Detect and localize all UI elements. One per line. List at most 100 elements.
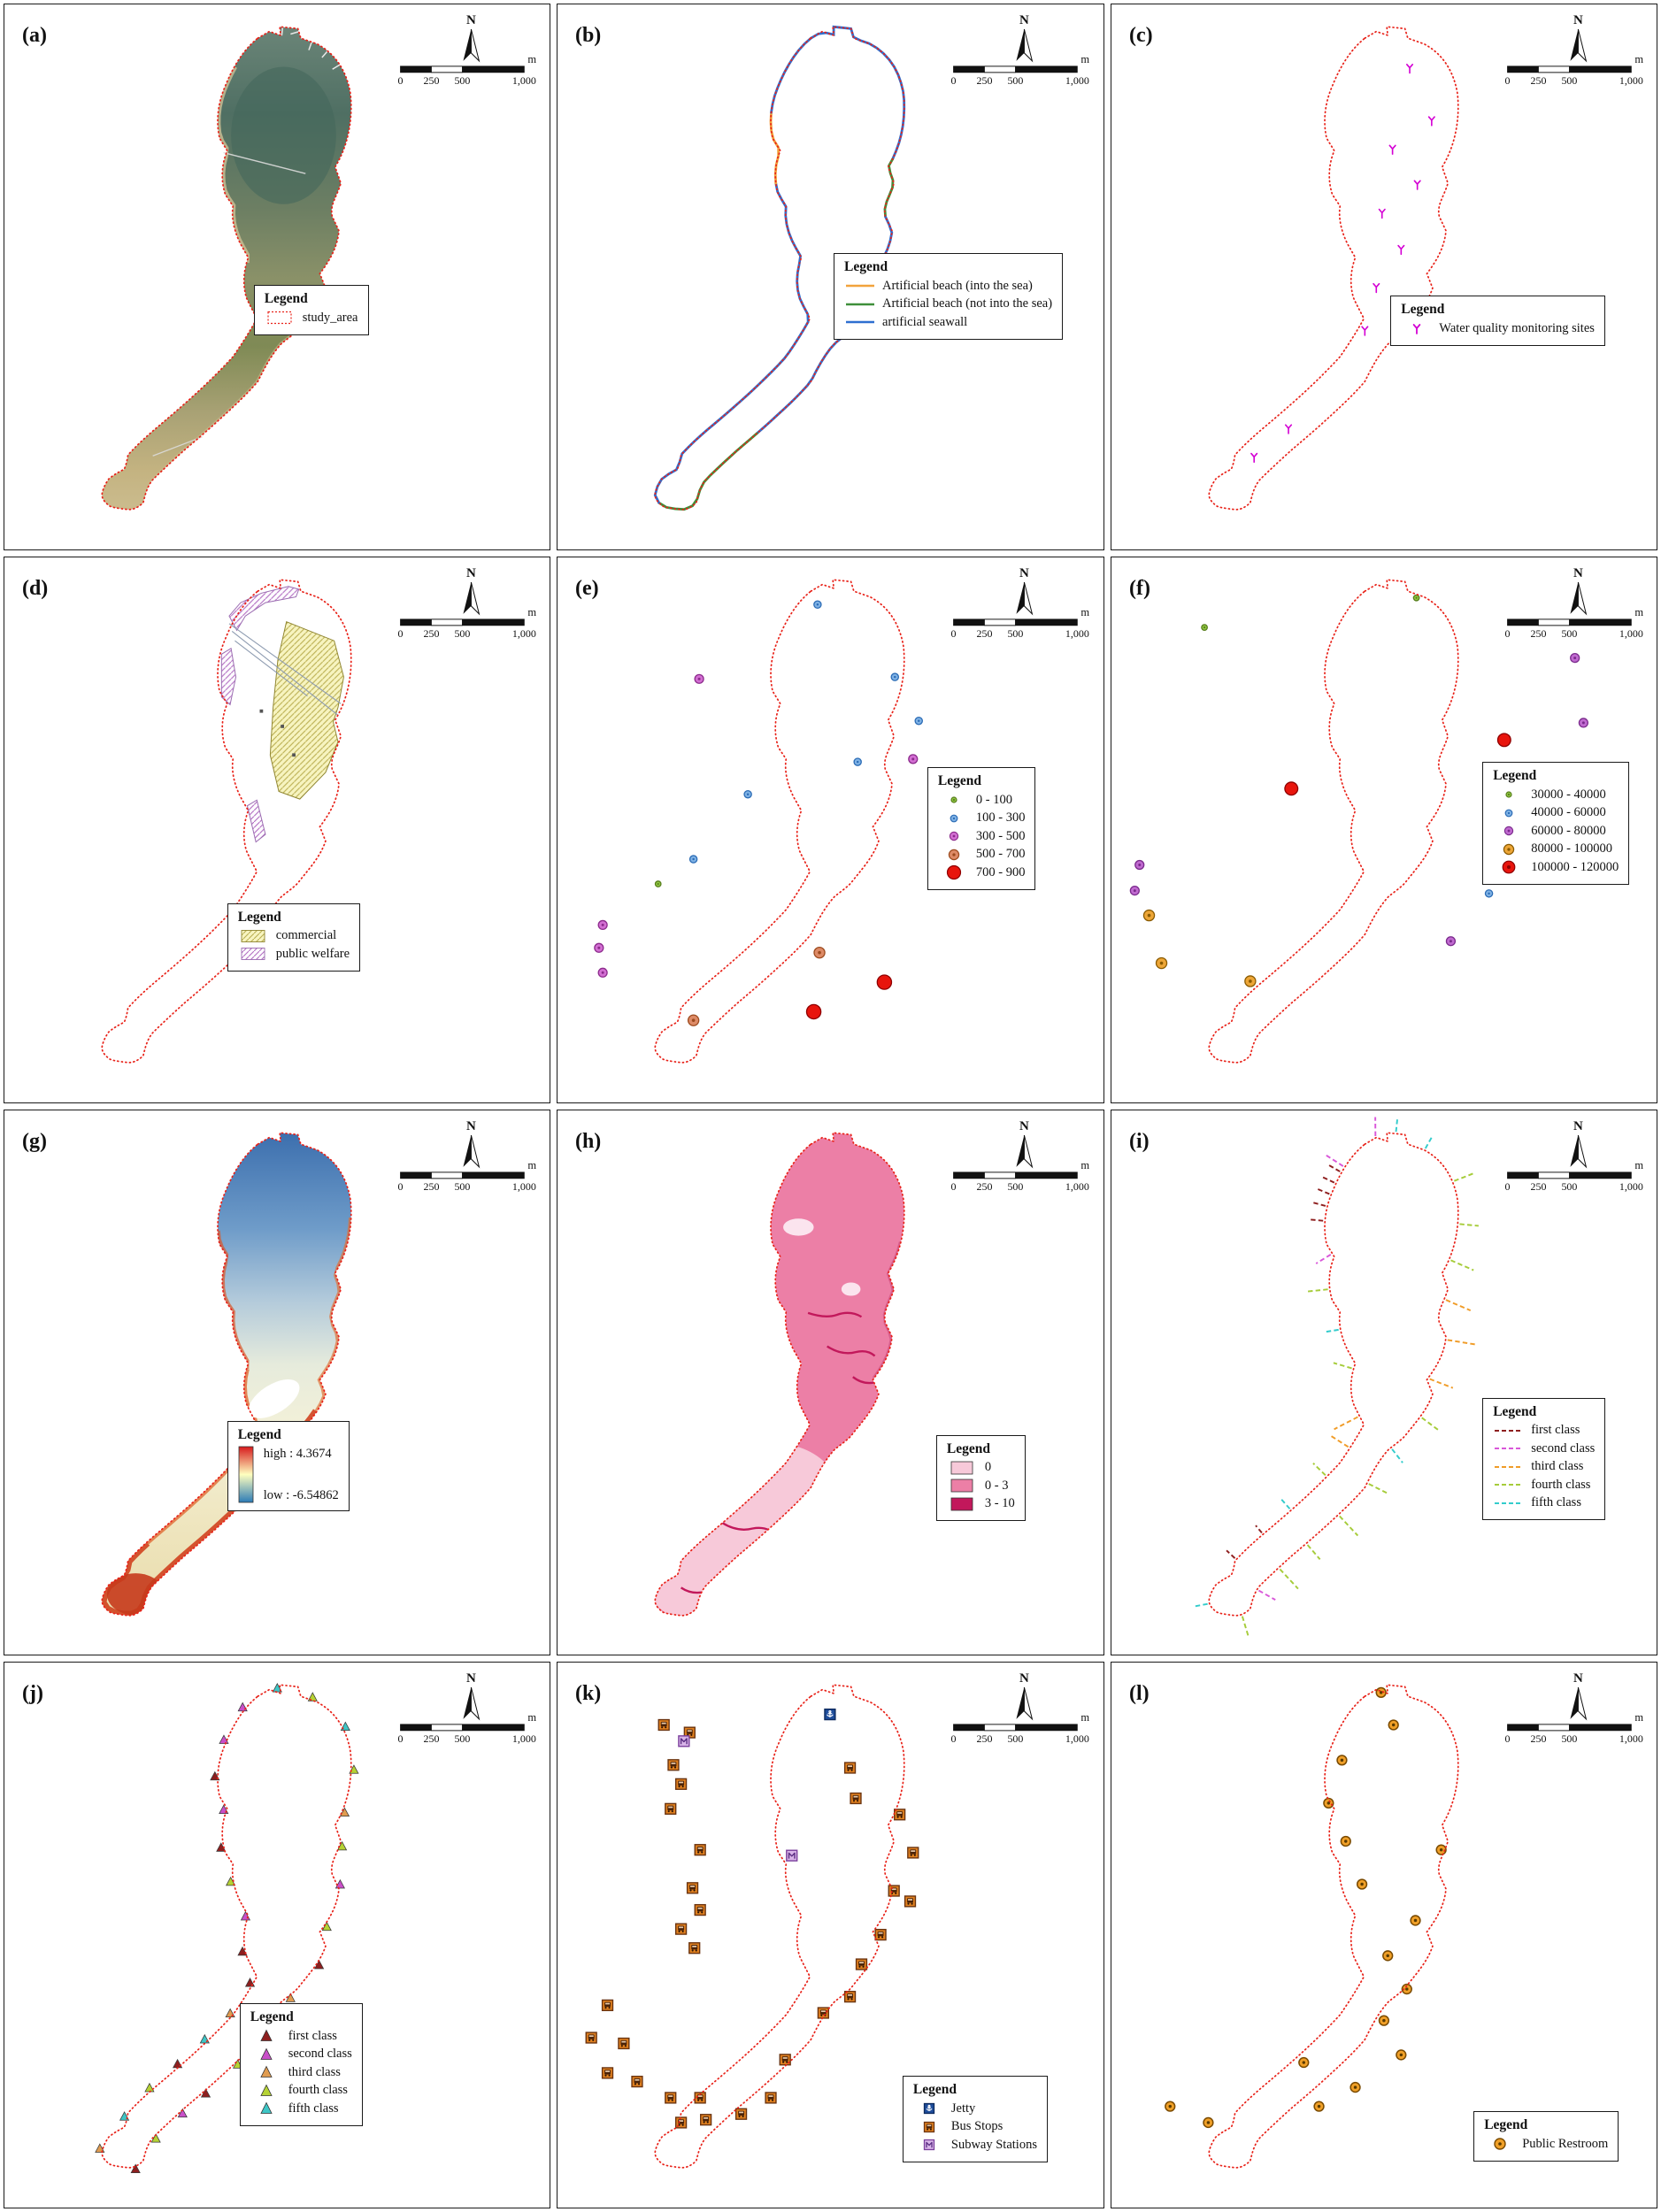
ramp-high-label: high : 4.3674 xyxy=(263,1446,332,1461)
scale-tick: 500 xyxy=(454,1732,470,1745)
jetty-icon xyxy=(913,2101,945,2116)
north-arrow-icon xyxy=(463,1134,481,1168)
legend-title: Legend xyxy=(937,773,981,789)
panel-chrome: N 0 250 500 1,000 m xyxy=(398,1118,537,1192)
map-canvas: N 0 250 500 1,000 m (g) xyxy=(22,1118,537,1617)
legend-item: artificial seawall xyxy=(844,314,1052,330)
triangle-icon xyxy=(250,2047,282,2062)
scale-bar: 0 250 500 1,000 m xyxy=(951,1158,1090,1192)
legend-item-label: 0 xyxy=(984,1460,992,1475)
scale-tick: 250 xyxy=(977,74,993,87)
legend-item: 0 xyxy=(947,1460,1015,1476)
legend-item-label: Artificial beach (not into the sea) xyxy=(881,296,1053,311)
scale-tick: 1,000 xyxy=(1065,74,1089,87)
scale-tick: 500 xyxy=(1561,1732,1577,1745)
scale-unit: m xyxy=(1634,53,1643,65)
legend-item-label: fifth class xyxy=(288,2101,339,2116)
legend-item-label: 100 - 300 xyxy=(975,810,1026,826)
legend-item-label: artificial seawall xyxy=(881,314,968,329)
map-content xyxy=(101,26,352,511)
panel-chrome: N 0 250 500 1,000 m xyxy=(1504,13,1643,87)
study-area-outline xyxy=(654,579,905,1064)
study-area-outline xyxy=(101,579,352,1064)
legend-item-label: commercial xyxy=(275,928,337,943)
map-panel-h: N 0 250 500 1,000 m (h) Legend 0 0 - 3 3 - 10 xyxy=(557,1109,1104,1656)
legend: Legend 0 0 - 3 3 - 10 xyxy=(935,1434,1026,1522)
legend-title: Legend xyxy=(250,2009,294,2025)
legend-item-label: third class xyxy=(1531,1459,1584,1474)
scale-tick: 500 xyxy=(454,74,470,87)
legend-item-label: fourth class xyxy=(288,2083,348,2098)
scale-tick: 0 xyxy=(1504,627,1510,640)
legend-item: Jetty xyxy=(913,2101,1037,2116)
scale-bar: 0 250 500 1,000 m xyxy=(398,1711,537,1745)
legend-item: first class xyxy=(250,2028,352,2044)
legend-item-label: public welfare xyxy=(275,946,350,961)
scale-tick: 500 xyxy=(1008,1179,1024,1192)
dot-icon xyxy=(938,864,970,880)
legend-item-label: first class xyxy=(1531,1423,1580,1438)
legend-title: Legend xyxy=(237,909,281,925)
triangle-icon xyxy=(250,2064,282,2080)
legend-item: study_area xyxy=(265,310,358,326)
panel-label: (l) xyxy=(1129,1682,1150,1705)
legend-item: Public Restroom xyxy=(1484,2136,1608,2152)
dot-icon xyxy=(938,828,970,844)
north-label: N xyxy=(1573,1118,1583,1133)
north-arrow-icon xyxy=(1016,581,1034,616)
scale-bar: 0 250 500 1,000 m xyxy=(1504,1711,1643,1745)
dot-icon xyxy=(938,792,970,808)
scale-unit: m xyxy=(1081,1158,1090,1171)
panel-label: (e) xyxy=(575,577,599,600)
legend: Legend Jetty Bus Stops Subway Stations xyxy=(902,2076,1048,2162)
dash-line-icon xyxy=(1493,1423,1525,1439)
dot-icon xyxy=(1493,859,1525,875)
north-arrow-icon xyxy=(1016,1687,1034,1721)
legend-item: first class xyxy=(1493,1423,1595,1439)
map-panel-j: N 0 250 500 1,000 m (j) Legend first class secon… xyxy=(4,1662,551,2208)
scale-bar: 0 250 500 1,000 m xyxy=(951,606,1090,640)
scale-tick: 500 xyxy=(1008,1732,1024,1745)
map-content xyxy=(1192,1116,1479,1639)
scale-bar: 0 250 500 1,000 m xyxy=(1504,53,1643,87)
scale-tick: 500 xyxy=(1008,74,1024,87)
legend-item: Artificial beach (not into the sea) xyxy=(844,296,1052,312)
scale-unit: m xyxy=(1081,1711,1090,1724)
panel-chrome: N 0 250 500 1,000 m xyxy=(1504,1118,1643,1192)
legend-item: commercial xyxy=(238,928,350,944)
scale-bar: 0 250 500 1,000 m xyxy=(398,1158,537,1192)
subway-icon xyxy=(913,2137,945,2153)
scale-bar: 0 250 500 1,000 m xyxy=(951,1711,1090,1745)
legend-item-label: first class xyxy=(288,2028,337,2043)
study-area-outline xyxy=(654,1684,905,2169)
map-panel-f: N 0 250 500 1,000 m (f) Legend 30000 - 40000 400… xyxy=(1110,556,1657,1103)
panel-label: (f) xyxy=(1129,577,1150,600)
north-arrow-icon xyxy=(1016,28,1034,63)
study-area-outline xyxy=(101,1131,352,1617)
scale-unit: m xyxy=(527,606,536,618)
outline-box-icon xyxy=(265,310,296,326)
line-icon xyxy=(844,278,876,294)
legend-item-label: 0 - 3 xyxy=(984,1478,1009,1493)
legend-item-label: study_area xyxy=(302,310,358,325)
scale-tick: 250 xyxy=(423,1179,439,1192)
map-panel-k: N 0 250 500 1,000 m (k) Legend Jetty Bus Stops Su… xyxy=(557,1662,1104,2208)
legend-item-label: 40000 - 60000 xyxy=(1531,805,1606,820)
scale-tick: 250 xyxy=(977,1179,993,1192)
north-arrow-icon xyxy=(1570,1687,1587,1721)
scale-tick: 250 xyxy=(1530,627,1546,640)
dot-icon xyxy=(1493,841,1525,857)
scale-tick: 250 xyxy=(977,627,993,640)
legend-item-label: 300 - 500 xyxy=(975,828,1026,843)
study-area-outline xyxy=(654,1131,905,1617)
study-area-outline xyxy=(1208,1684,1459,2169)
scale-tick: 0 xyxy=(1504,1732,1510,1745)
legend: Legend 0 - 100 100 - 300 300 - 500 500 - 700… xyxy=(927,767,1036,890)
scale-tick: 250 xyxy=(1530,1732,1546,1745)
legend-item-label: 3 - 10 xyxy=(984,1496,1015,1511)
map-canvas: N 0 250 500 1,000 m (c) xyxy=(1129,13,1643,511)
scale-tick: 0 xyxy=(398,627,404,640)
panel-chrome: N 0 250 500 1,000 m xyxy=(398,566,537,640)
legend-item-label: second class xyxy=(288,2047,352,2062)
